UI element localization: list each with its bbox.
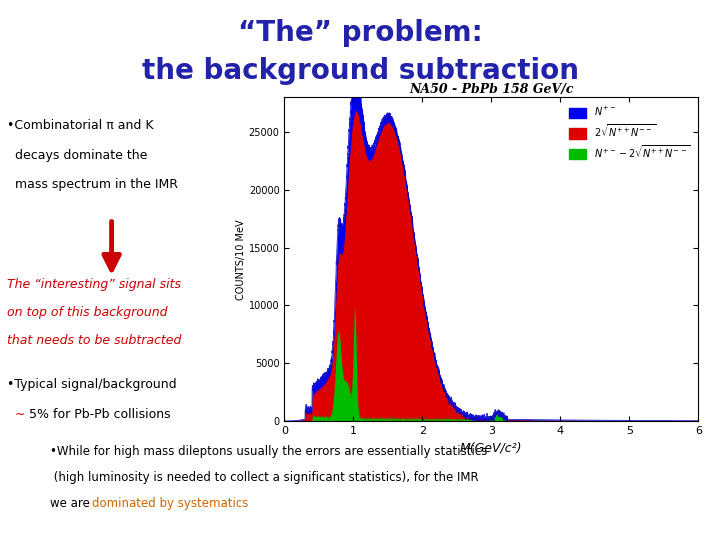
Title: NA50 - PbPb 158 GeV/c: NA50 - PbPb 158 GeV/c: [409, 83, 574, 96]
Text: •Typical signal/background: •Typical signal/background: [7, 378, 177, 391]
Text: on top of this background: on top of this background: [7, 306, 168, 319]
Text: “The” problem:: “The” problem:: [238, 19, 482, 47]
X-axis label: M(GeV/c²): M(GeV/c²): [460, 442, 523, 455]
Text: that needs to be subtracted: that needs to be subtracted: [7, 334, 181, 347]
Text: dominated by systematics: dominated by systematics: [92, 497, 248, 510]
Text: the background subtraction: the background subtraction: [142, 57, 578, 85]
Text: mass spectrum in the IMR: mass spectrum in the IMR: [7, 178, 179, 191]
Y-axis label: COUNTS/10 MeV: COUNTS/10 MeV: [236, 219, 246, 300]
Text: •While for high mass dileptons usually the errors are essentially statistics: •While for high mass dileptons usually t…: [50, 446, 487, 458]
Text: 5% for Pb-Pb collisions: 5% for Pb-Pb collisions: [29, 408, 171, 421]
Text: (high luminosity is needed to collect a significant statistics), for the IMR: (high luminosity is needed to collect a …: [50, 471, 479, 484]
Text: we are: we are: [50, 497, 94, 510]
Legend: $N^{+-}$, $2\sqrt{N^{++}N^{--}}$, $N^{+-} - 2\sqrt{N^{++}N^{--}}$: $N^{+-}$, $2\sqrt{N^{++}N^{--}}$, $N^{+-…: [566, 102, 693, 163]
Text: ∼: ∼: [7, 408, 26, 421]
Text: decays dominate the: decays dominate the: [7, 148, 148, 161]
Text: •Combinatorial π and K: •Combinatorial π and K: [7, 119, 153, 132]
Text: The “interesting” signal sits: The “interesting” signal sits: [7, 278, 181, 291]
